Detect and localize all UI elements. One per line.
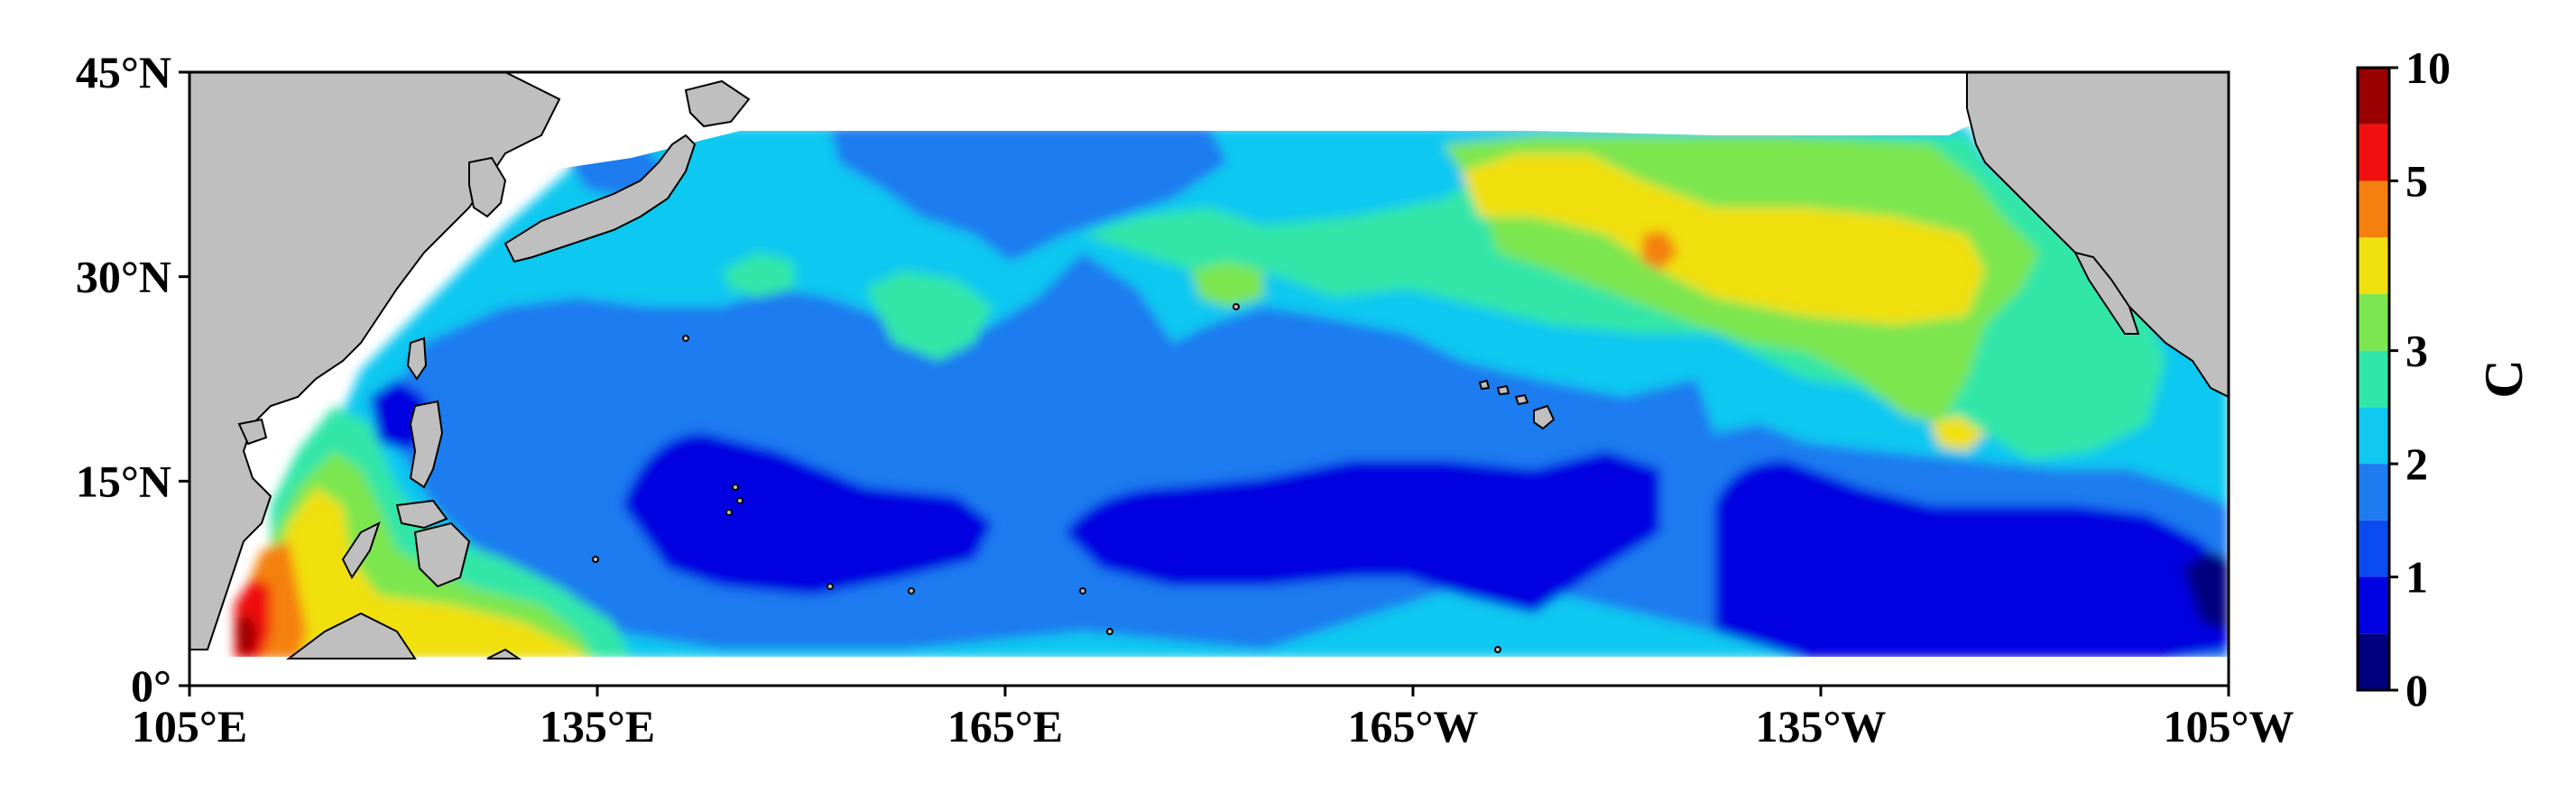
lat-axis: 0° 15°N 30°N 45°N [76, 47, 189, 711]
field-level-navy-east [2184, 550, 2229, 632]
island-marshall-2 [1106, 628, 1113, 635]
colorbar-bin [2358, 237, 2389, 294]
land-korea [468, 156, 507, 218]
colorbar-bin [2358, 633, 2389, 690]
field-level-darkred-scs [236, 613, 257, 654]
colorbar-bin [2358, 520, 2389, 577]
colorbar-bin [2358, 68, 2389, 124]
field-level-blue-north [830, 126, 1227, 262]
map-panel [189, 72, 2229, 686]
island-marshall-1 [1079, 587, 1086, 595]
island-bonin [682, 335, 689, 342]
data-field [235, 126, 2229, 659]
land-palawan [341, 521, 381, 579]
colorbar-bin [2358, 124, 2389, 181]
small-islands [592, 303, 1501, 653]
land-visayas [395, 499, 448, 530]
land-japan [503, 134, 697, 263]
field-level-darkblue-west [623, 433, 993, 595]
lon-tick-label: 105°E [132, 701, 247, 752]
colorbar-bin [2358, 293, 2389, 351]
island-palau [592, 556, 599, 563]
field-level-darkblue-east [1714, 460, 2229, 659]
colorbar-tick-label: 2 [2405, 438, 2428, 489]
colorbar-bin [2358, 464, 2389, 521]
lon-tick-label: 135°E [540, 701, 655, 752]
field-level-green-mid [1191, 262, 1263, 307]
lon-axis: 105°E 135°E 165°E 165°W 135°W 105°W [132, 686, 2294, 752]
land-borneo [286, 612, 417, 659]
field-level-darkblue-central [1065, 451, 1660, 613]
colorbar-bin [2358, 407, 2389, 465]
colorbar-tick-label: 5 [2405, 155, 2428, 206]
colorbar-tick-label: 1 [2405, 552, 2428, 603]
land-hawaii-oahu [1496, 384, 1510, 396]
land-hainan [237, 418, 268, 446]
lon-tick-label: 165°E [947, 701, 1063, 752]
colorbar-tick-label: 10 [2405, 42, 2451, 93]
land-north-america [1966, 72, 2229, 399]
island-caroline-1 [826, 583, 834, 590]
colorbar-tick-label: 3 [2405, 326, 2428, 376]
land-sulawesi [486, 648, 522, 659]
land [189, 72, 2229, 659]
land-baja [2073, 251, 2140, 335]
field-level-aqua-mid [866, 271, 993, 361]
field-level-yellow-ne [1462, 153, 1985, 325]
colorbar: 0 1 2 3 5 10 [2356, 42, 2451, 715]
colorbar-tick-label: 0 [2405, 665, 2428, 715]
field-level-aqua-w [722, 253, 794, 298]
lat-tick-label: 15°N [76, 456, 171, 506]
land-taiwan [406, 337, 428, 381]
field-level-orange-ne [1642, 230, 1678, 271]
island-marianas-1 [732, 484, 739, 491]
field-level-yellow-se [1931, 415, 1985, 451]
island-wake [1233, 303, 1240, 310]
island-marianas-2 [736, 497, 743, 504]
colorbar-frame [2356, 66, 2391, 692]
island-caroline-2 [908, 587, 915, 595]
land-hokkaido [684, 79, 751, 128]
island-kiribati [1494, 646, 1501, 653]
lat-tick-label: 0° [131, 660, 171, 711]
lat-tick-label: 45°N [76, 47, 171, 97]
land-luzon [409, 400, 444, 489]
lon-tick-label: 105°W [2164, 701, 2294, 752]
colorbar-bin [2358, 350, 2389, 408]
no-data-south [189, 657, 2229, 686]
no-data-north [189, 72, 2229, 343]
field-level-yellow-scs [271, 487, 586, 659]
land-mindanao [413, 521, 471, 588]
map-frame [188, 70, 2230, 687]
colorbar-title: C [2474, 359, 2534, 398]
lon-tick-label: 165°W [1348, 701, 1479, 752]
island-guam [725, 509, 733, 516]
land-hawaii-kauai [1478, 379, 1491, 391]
lat-tick-label: 30°N [76, 252, 171, 302]
colorbar-bin [2358, 576, 2389, 634]
land-hawaii-big [1533, 404, 1556, 430]
lon-tick-label: 135°W [1756, 701, 1887, 752]
colorbar-bin [2358, 180, 2389, 238]
land-hawaii-maui [1514, 393, 1529, 406]
